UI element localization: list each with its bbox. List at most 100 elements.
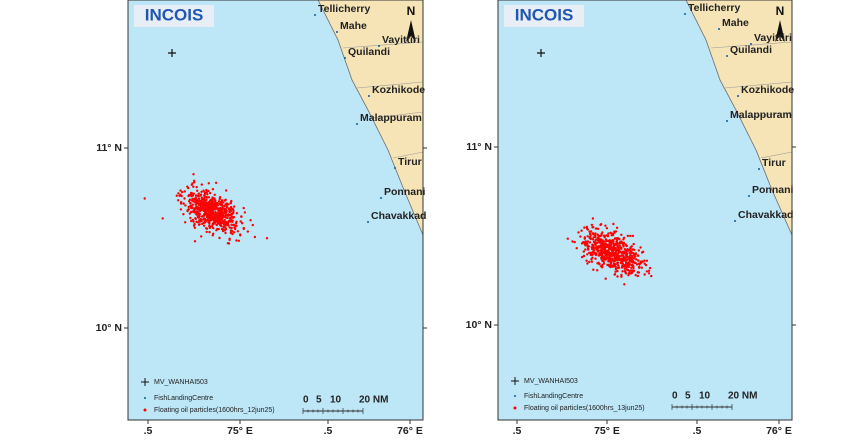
oil-particle [187, 208, 190, 211]
oil-particle [204, 209, 207, 212]
oil-particle [210, 225, 214, 228]
landing-centre [718, 28, 720, 30]
oil-particle [217, 219, 220, 223]
oil-particle [577, 231, 580, 234]
oil-particle [644, 263, 648, 267]
oil-particle [635, 263, 639, 266]
oil-particle [212, 232, 215, 235]
oil-particle [647, 269, 651, 272]
oil-particle [143, 197, 146, 200]
oil-particle [203, 220, 207, 223]
oil-particle [609, 262, 613, 265]
oil-particle [200, 190, 203, 193]
oil-particle [183, 190, 186, 193]
landing-centre [750, 43, 752, 45]
landing-centre [684, 13, 686, 15]
oil-particle [223, 218, 226, 222]
oil-particle [230, 223, 233, 226]
oil-particle [607, 239, 611, 243]
oil-particle [632, 242, 635, 246]
place-label: Tellicherry [688, 2, 740, 14]
logo-bg [504, 5, 584, 27]
oil-particle [200, 207, 204, 210]
oil-particle [220, 199, 224, 202]
vessel-marker [168, 49, 176, 57]
oil-particle [223, 208, 226, 212]
oil-particle [626, 255, 629, 259]
oil-particle [178, 194, 181, 197]
oil-particle [604, 224, 607, 227]
oil-particle [230, 226, 233, 230]
oil-particle [626, 234, 629, 238]
oil-particle [594, 257, 597, 260]
oil-particle [249, 219, 252, 222]
oil-particle [239, 220, 242, 223]
district-border [724, 81, 793, 89]
oil-particle [603, 249, 606, 252]
oil-particle [594, 238, 597, 242]
lon-label: .5 [693, 425, 702, 437]
oil-particle [624, 272, 628, 275]
landing-centre [336, 31, 338, 33]
landing-centre [367, 221, 369, 223]
oil-particle [210, 215, 213, 218]
oil-particle [624, 243, 627, 246]
oil-particle [209, 212, 212, 215]
oil-particle [583, 237, 586, 240]
oil-particle [601, 254, 604, 258]
oil-particle [637, 249, 640, 252]
oil-particle [192, 179, 196, 182]
oil-particle [235, 239, 238, 242]
oil-particle [229, 205, 233, 209]
oil-particle [224, 203, 227, 206]
oil-particle [599, 238, 602, 242]
oil-particle [609, 259, 612, 263]
oil-particle [614, 270, 617, 273]
landing-centre [378, 45, 380, 47]
oil-particle [598, 237, 601, 240]
landing-centre [737, 95, 739, 97]
oil-particle [632, 269, 636, 272]
legend-label: MV_WANHAI503 [524, 378, 578, 385]
oil-particle [209, 199, 212, 203]
oil-particle [584, 244, 587, 247]
oil-particle [189, 202, 192, 205]
logo-bg [134, 5, 214, 27]
oil-particle [620, 273, 623, 277]
oil-particle [214, 221, 217, 224]
oil-particle [202, 189, 205, 192]
oil-particle [203, 195, 206, 198]
oil-particle [600, 232, 603, 236]
oil-particle [638, 263, 641, 266]
oil-particle [575, 247, 578, 250]
oil-particle [590, 260, 594, 263]
oil-particle [206, 204, 210, 207]
oil-particle [200, 183, 203, 186]
oil-particle [613, 231, 616, 234]
vessel-marker [537, 49, 545, 57]
legend-label: Floating oil particles(1600hrs_12jun25) [154, 407, 275, 414]
oil-particle [591, 226, 594, 229]
lon-label: 75° E [227, 425, 253, 437]
oil-particle [194, 194, 198, 197]
oil-particle [618, 244, 621, 247]
oil-particle [586, 245, 589, 248]
oil-particle [619, 242, 623, 245]
oil-particle [619, 261, 622, 264]
oil-particle [184, 221, 187, 224]
oil-particle [600, 264, 604, 268]
oil-particle [200, 200, 203, 203]
oil-particle [207, 196, 211, 199]
oil-particle [604, 258, 607, 261]
oil-particle [629, 234, 632, 238]
oil-particle [650, 274, 653, 278]
oil-particle [630, 269, 633, 272]
oil-particle [628, 258, 632, 261]
oil-particle [197, 214, 201, 217]
oil-particle [235, 212, 239, 215]
oil-particle [217, 200, 221, 203]
oil-particle [196, 208, 199, 211]
oil-particle [592, 268, 595, 271]
oil-particle [225, 189, 228, 192]
oil-particle [594, 227, 598, 230]
